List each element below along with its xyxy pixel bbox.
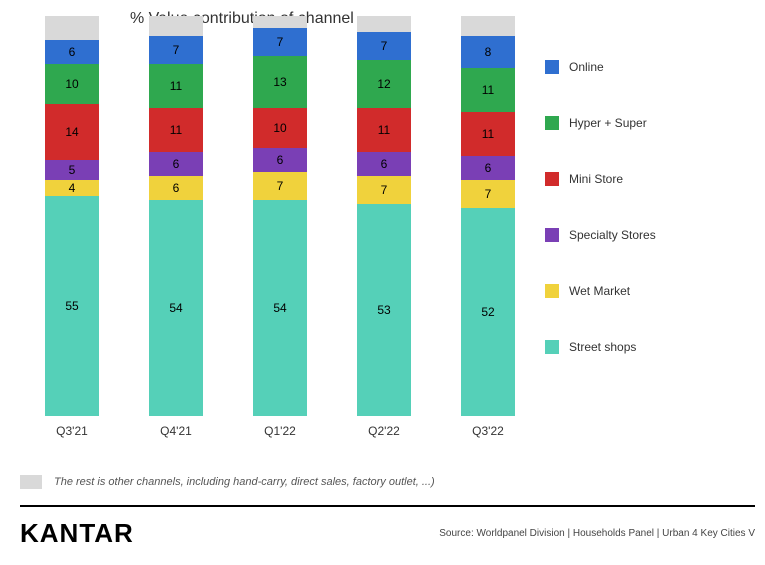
segment-other — [149, 16, 203, 36]
legend-item: Wet Market — [545, 284, 735, 298]
bar-column: 712116753Q2'22 — [349, 16, 419, 438]
bar-column: 713106754Q1'22 — [245, 16, 315, 438]
segment-street: 55 — [45, 196, 99, 416]
segment-specialty: 6 — [149, 152, 203, 176]
legend-item: Street shops — [545, 340, 735, 354]
segment-hyper: 11 — [461, 68, 515, 112]
category-label: Q2'22 — [368, 424, 400, 438]
segment-other — [461, 16, 515, 36]
segment-wet: 6 — [149, 176, 203, 200]
segment-online: 7 — [253, 28, 307, 56]
segment-other — [45, 16, 99, 40]
segment-hyper: 11 — [149, 64, 203, 108]
legend-label: Mini Store — [569, 172, 623, 186]
divider — [20, 505, 755, 507]
category-label: Q3'21 — [56, 424, 88, 438]
segment-wet: 7 — [253, 172, 307, 200]
footnote-swatch — [20, 475, 42, 489]
legend-label: Hyper + Super — [569, 116, 647, 130]
segment-street: 52 — [461, 208, 515, 416]
segment-mini: 11 — [149, 108, 203, 152]
segment-street: 54 — [149, 200, 203, 416]
segment-specialty: 6 — [253, 148, 307, 172]
stacked-bar: 713106754 — [253, 16, 307, 416]
bar-column: 811116752Q3'22 — [453, 16, 523, 438]
segment-mini: 11 — [357, 108, 411, 152]
segment-wet: 7 — [357, 176, 411, 204]
legend-item: Mini Store — [545, 172, 735, 186]
segment-hyper: 13 — [253, 56, 307, 108]
legend-label: Street shops — [569, 340, 636, 354]
segment-other — [357, 16, 411, 32]
segment-specialty: 5 — [45, 160, 99, 180]
legend-swatch — [545, 228, 559, 242]
legend-label: Specialty Stores — [569, 228, 656, 242]
legend-item: Online — [545, 60, 735, 74]
legend-swatch — [545, 340, 559, 354]
segment-online: 7 — [149, 36, 203, 64]
brand-logo: KANTAR — [20, 518, 134, 549]
segment-specialty: 6 — [357, 152, 411, 176]
bar-column: 711116654Q4'21 — [141, 16, 211, 438]
segment-hyper: 12 — [357, 60, 411, 108]
category-label: Q1'22 — [264, 424, 296, 438]
segment-online: 7 — [357, 32, 411, 60]
segment-online: 8 — [461, 36, 515, 68]
legend-label: Wet Market — [569, 284, 630, 298]
legend-swatch — [545, 60, 559, 74]
category-label: Q4'21 — [160, 424, 192, 438]
segment-wet: 4 — [45, 180, 99, 196]
legend-swatch — [545, 284, 559, 298]
footnote: The rest is other channels, including ha… — [20, 475, 435, 489]
stacked-bar: 610145455 — [45, 16, 99, 416]
legend-item: Hyper + Super — [545, 116, 735, 130]
legend: Online Hyper + Super Mini Store Specialty S… — [545, 60, 735, 396]
segment-wet: 7 — [461, 180, 515, 208]
legend-item: Specialty Stores — [545, 228, 735, 242]
segment-mini: 11 — [461, 112, 515, 156]
legend-label: Online — [569, 60, 604, 74]
segment-online: 6 — [45, 40, 99, 64]
source-text: Source: Worldpanel Division | Households… — [439, 528, 755, 539]
segment-street: 53 — [357, 204, 411, 416]
legend-swatch — [545, 172, 559, 186]
segment-specialty: 6 — [461, 156, 515, 180]
segment-street: 54 — [253, 200, 307, 416]
stacked-bar: 811116752 — [461, 16, 515, 416]
stacked-bar: 712116753 — [357, 16, 411, 416]
footnote-text: The rest is other channels, including ha… — [54, 476, 435, 488]
chart-container: % Value contribution of channel 61014545… — [20, 10, 540, 465]
segment-mini: 10 — [253, 108, 307, 148]
legend-swatch — [545, 116, 559, 130]
stacked-bar: 711116654 — [149, 16, 203, 416]
category-label: Q3'22 — [472, 424, 504, 438]
bar-column: 610145455 Q3'21 — [37, 16, 107, 438]
chart-plot: 610145455Q3'21711116654Q4'21713106754Q1'… — [20, 38, 540, 438]
segment-hyper: 10 — [45, 64, 99, 104]
segment-mini: 14 — [45, 104, 99, 160]
segment-other — [253, 16, 307, 28]
